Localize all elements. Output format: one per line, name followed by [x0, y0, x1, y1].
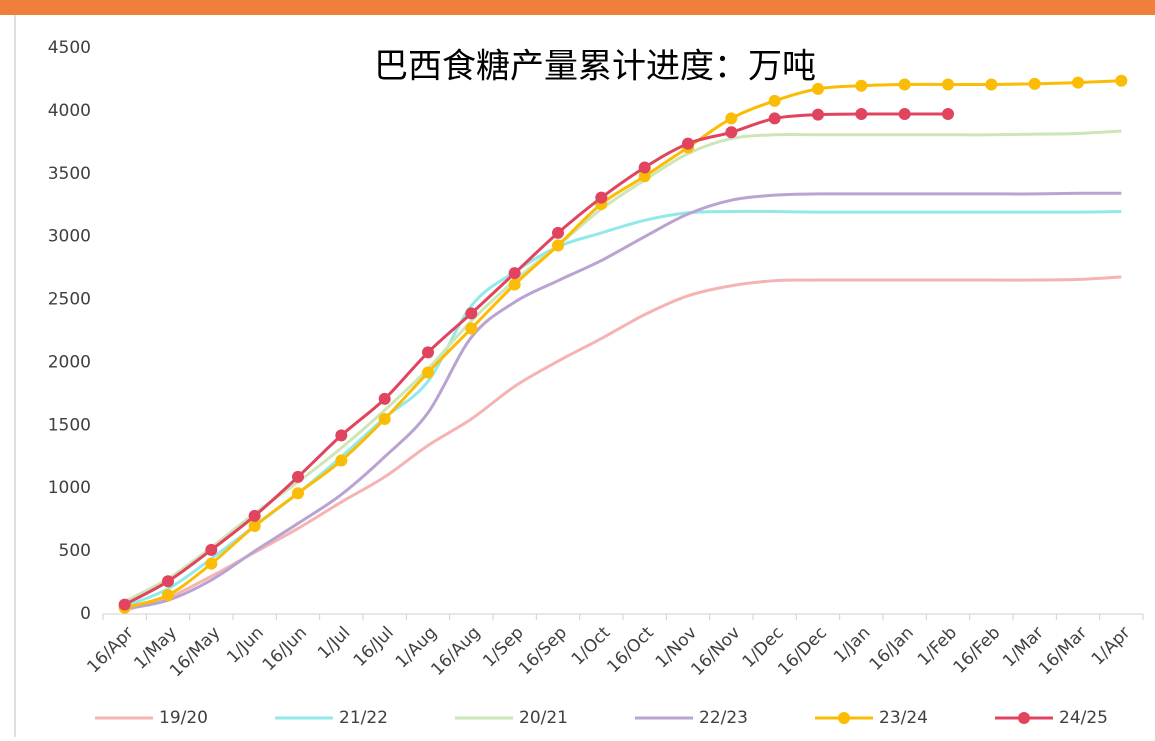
marker [292, 470, 304, 483]
marker [638, 170, 651, 183]
y-tick-label: 2000 [48, 352, 91, 372]
y-tick-label: 1000 [48, 478, 91, 498]
marker [595, 191, 608, 204]
marker [248, 519, 261, 532]
x-tick-label: 16/Feb [950, 623, 1005, 678]
y-tick-label: 2500 [48, 290, 91, 310]
legend-label: 23/24 [879, 708, 928, 728]
y-tick-label: 3000 [48, 227, 91, 247]
marker [465, 322, 478, 335]
marker [248, 509, 261, 522]
marker [465, 307, 478, 320]
marker [768, 94, 781, 107]
x-tick-label: 16/Jan [866, 623, 918, 675]
marker [1072, 76, 1084, 89]
marker [162, 589, 174, 602]
legend-label: 21/22 [339, 708, 388, 728]
x-tick-label: 16/Jun [259, 623, 311, 675]
x-tick-label: 16/Nov [687, 623, 744, 680]
legend-label: 22/23 [699, 708, 748, 728]
y-tick-label: 0 [80, 604, 91, 624]
series-line [124, 209, 1122, 608]
legend-marker [838, 712, 850, 724]
legend-label: 19/20 [159, 708, 208, 728]
marker [898, 78, 911, 91]
marker [422, 346, 434, 359]
marker [292, 487, 304, 500]
y-tick-label: 500 [59, 541, 91, 561]
marker [768, 112, 781, 125]
legend-label: 24/25 [1059, 708, 1108, 728]
marker [812, 108, 824, 121]
marker [162, 575, 174, 588]
marker [725, 112, 738, 125]
marker [422, 366, 434, 379]
marker [942, 78, 954, 91]
marker [638, 161, 651, 174]
marker [985, 78, 998, 91]
y-tick-label: 4000 [48, 101, 91, 121]
x-tick-label: 1/Apr [1088, 623, 1135, 670]
legend-marker [1018, 712, 1030, 724]
marker [1115, 74, 1128, 87]
legend-label: 20/21 [519, 708, 568, 728]
y-tick-label: 3500 [48, 164, 91, 184]
marker [205, 543, 218, 556]
series-line [124, 79, 1122, 610]
marker [335, 454, 348, 467]
marker [118, 598, 131, 611]
marker [552, 239, 564, 252]
x-tick-label: 16/Jul [350, 623, 398, 671]
marker [898, 108, 911, 121]
marker [378, 392, 391, 405]
marker [552, 226, 564, 239]
x-tick-label: 16/Mar [1035, 623, 1091, 679]
series-line [124, 275, 1122, 612]
top-bar [0, 0, 1155, 15]
marker [725, 126, 738, 139]
chart-title: 巴西食糖产量累计进度：万吨 [374, 47, 816, 87]
marker [855, 79, 868, 92]
y-tick-label: 1500 [48, 415, 91, 435]
series-line [123, 129, 1122, 603]
y-tick-label: 4500 [48, 38, 91, 58]
marker [1028, 77, 1041, 90]
marker [378, 413, 391, 426]
marker [335, 429, 348, 442]
marker [942, 108, 954, 121]
x-tick-label: 1/Jul [314, 623, 354, 663]
marker [682, 137, 694, 150]
x-tick-label: 16/Apr [83, 623, 137, 677]
marker [855, 108, 868, 121]
x-tick-label: 16/Sep [515, 623, 571, 679]
x-tick-label: 16/Aug [427, 623, 484, 680]
marker [508, 267, 521, 280]
x-tick-label: 16/Dec [774, 623, 831, 680]
marker [205, 557, 218, 570]
series-line [124, 191, 1122, 611]
x-tick-label: 16/Oct [603, 623, 658, 678]
marker [812, 82, 824, 95]
marker [508, 278, 521, 291]
